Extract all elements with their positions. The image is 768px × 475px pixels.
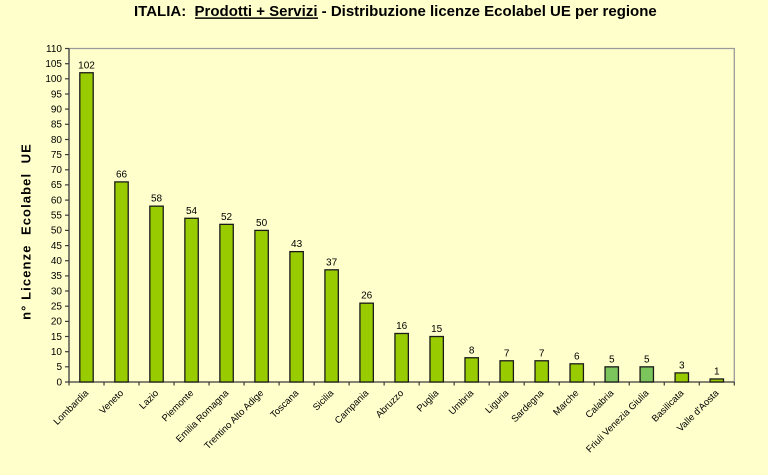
svg-text:60: 60: [51, 195, 63, 206]
svg-text:54: 54: [186, 206, 198, 217]
svg-text:8: 8: [469, 345, 475, 356]
svg-text:26: 26: [361, 291, 373, 302]
svg-text:75: 75: [51, 150, 63, 161]
svg-text:5: 5: [644, 354, 650, 365]
svg-text:7: 7: [504, 348, 510, 359]
svg-text:102: 102: [78, 60, 95, 71]
svg-text:15: 15: [51, 332, 63, 343]
svg-text:58: 58: [151, 194, 163, 205]
svg-text:52: 52: [221, 212, 233, 223]
svg-text:85: 85: [51, 120, 63, 131]
svg-text:90: 90: [51, 104, 63, 115]
svg-text:100: 100: [45, 74, 62, 85]
svg-text:1: 1: [714, 366, 720, 377]
svg-text:50: 50: [256, 218, 268, 229]
svg-text:5: 5: [56, 362, 62, 373]
svg-text:20: 20: [51, 317, 63, 328]
svg-text:95: 95: [51, 89, 63, 100]
svg-text:65: 65: [51, 180, 63, 191]
svg-text:15: 15: [431, 324, 443, 335]
svg-text:70: 70: [51, 165, 63, 176]
svg-text:7: 7: [539, 348, 545, 359]
svg-text:ITALIA: Prodotti + Servizi -: ITALIA: Prodotti + Servizi - Distribuzio…: [134, 3, 657, 20]
svg-text:37: 37: [326, 257, 338, 268]
svg-text:10: 10: [51, 347, 63, 358]
svg-text:5: 5: [609, 354, 615, 365]
svg-text:n° Licenze Ecolabel UE: n° Licenze Ecolabel UE: [19, 143, 34, 320]
svg-text:50: 50: [51, 226, 63, 237]
svg-text:16: 16: [396, 321, 408, 332]
svg-text:110: 110: [46, 44, 62, 55]
svg-text:105: 105: [45, 59, 62, 70]
svg-text:25: 25: [51, 302, 63, 313]
svg-text:6: 6: [574, 351, 580, 362]
svg-text:3: 3: [679, 360, 685, 371]
svg-text:43: 43: [291, 239, 303, 250]
svg-text:40: 40: [51, 256, 63, 267]
svg-text:55: 55: [51, 211, 63, 222]
svg-text:45: 45: [51, 241, 63, 252]
svg-text:0: 0: [56, 377, 62, 388]
svg-text:80: 80: [51, 135, 63, 146]
svg-text:30: 30: [51, 286, 63, 297]
svg-text:35: 35: [51, 271, 63, 282]
svg-text:66: 66: [116, 169, 128, 180]
